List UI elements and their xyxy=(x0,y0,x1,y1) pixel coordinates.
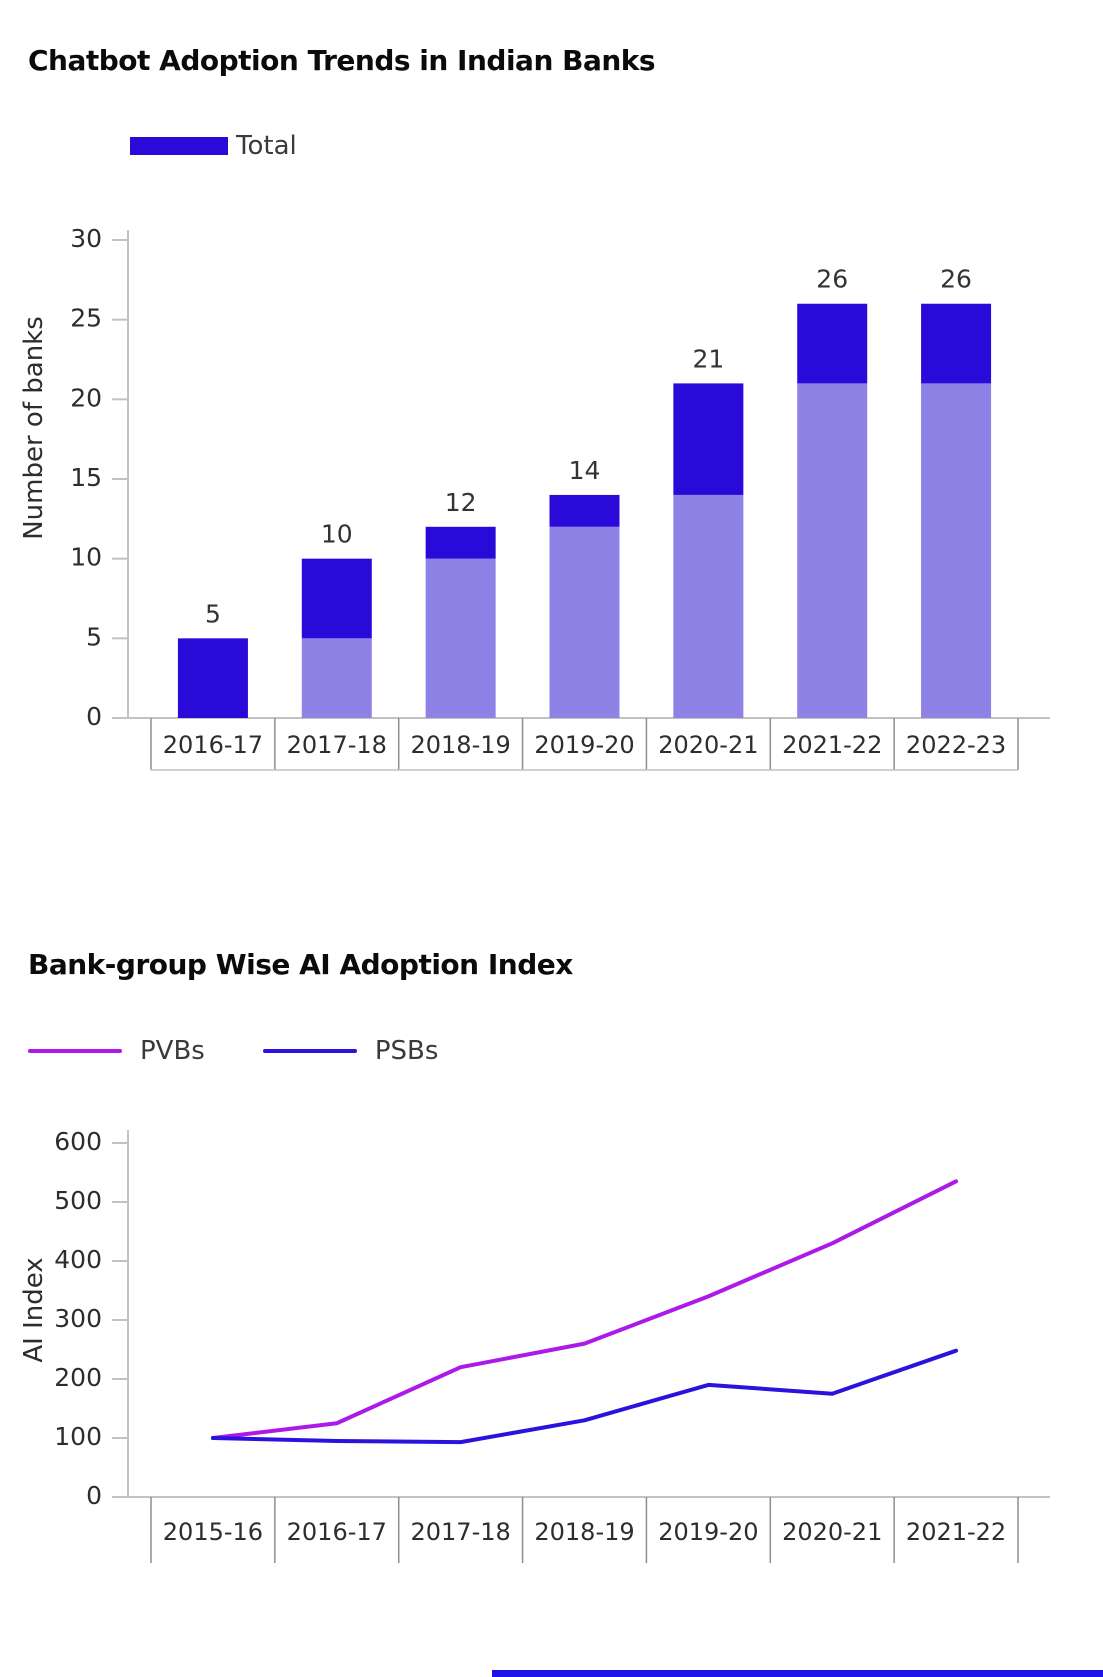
total-legend-label: Total xyxy=(236,131,297,161)
bar-value-label: 5 xyxy=(205,599,221,628)
bar-value-label: 12 xyxy=(445,488,477,517)
bar-segment-total xyxy=(425,526,496,559)
x-tick-label: 2021-22 xyxy=(782,731,882,759)
bar-segment-base xyxy=(921,383,992,718)
y-tick-label: 300 xyxy=(54,1304,102,1333)
y-tick-label: 600 xyxy=(54,1127,102,1156)
y-tick-label: 400 xyxy=(54,1245,102,1274)
bar-segment-total xyxy=(921,303,992,384)
bar-segment-total xyxy=(549,494,620,527)
bar-segment-total xyxy=(177,638,248,718)
bar-segment-total xyxy=(797,303,868,384)
bar-value-label: 10 xyxy=(321,520,353,549)
y-tick-label: 0 xyxy=(86,1481,102,1510)
pvbs-legend-swatch xyxy=(28,1049,122,1053)
psbs-legend-swatch xyxy=(262,1049,357,1053)
bar-value-label: 26 xyxy=(940,265,972,294)
x-tick-label: 2017-18 xyxy=(411,1518,511,1546)
bar-value-label: 21 xyxy=(692,344,724,373)
x-tick-label: 2019-20 xyxy=(658,1518,758,1546)
psbs-line xyxy=(210,1348,959,1445)
y-tick-label: 30 xyxy=(70,224,102,253)
ai-adoption-line-chart: 0 100 200 300 400 500 600 AI Index 2015-16 2016-1… xyxy=(19,1127,1050,1563)
bar-value-label: 14 xyxy=(569,456,601,485)
pvbs-legend-item: PVBs xyxy=(28,1036,205,1066)
bar-segment-total xyxy=(301,558,372,639)
x-tick-label: 2021-22 xyxy=(906,1518,1006,1546)
bar-segment-base xyxy=(425,558,496,718)
bar-segment-total xyxy=(673,383,744,495)
x-tick-label: 2020-21 xyxy=(782,1518,882,1546)
x-tick-label: 2018-19 xyxy=(534,1518,634,1546)
footer-accent-bar xyxy=(492,1670,1103,1677)
bar-segment-base xyxy=(549,526,620,718)
bar-segment-base xyxy=(673,494,744,718)
chart1-title: Chatbot Adoption Trends in Indian Banks xyxy=(28,44,656,77)
total-legend-swatch xyxy=(130,137,228,155)
y-axis-title: AI Index xyxy=(19,1257,49,1362)
y-tick-label: 100 xyxy=(54,1422,102,1451)
y-tick-label: 10 xyxy=(70,543,102,572)
x-tick-label: 2022-23 xyxy=(906,731,1006,759)
x-tick-label: 2019-20 xyxy=(534,731,634,759)
x-tick-label: 2016-17 xyxy=(163,731,263,759)
y-tick-label: 500 xyxy=(54,1186,102,1215)
chart2-title: Bank-group Wise AI Adoption Index xyxy=(28,948,573,981)
y-tick-label: 20 xyxy=(70,383,102,412)
y-axis-title: Number of banks xyxy=(19,316,49,540)
x-tick-label: 2017-18 xyxy=(287,731,387,759)
chart1-legend: Total xyxy=(130,131,297,161)
x-tick-label: 2020-21 xyxy=(658,731,758,759)
psbs-legend-label: PSBs xyxy=(374,1036,439,1066)
y-tick-label: 25 xyxy=(70,304,102,333)
y-tick-label: 200 xyxy=(54,1363,102,1392)
bar-segment-base xyxy=(301,638,372,718)
pvbs-legend-label: PVBs xyxy=(140,1036,205,1066)
x-tick-label: 2018-19 xyxy=(411,731,511,759)
x-tick-label: 2015-16 xyxy=(163,1518,263,1546)
y-tick-label: 0 xyxy=(86,702,102,731)
psbs-legend-item: PSBs xyxy=(262,1036,439,1066)
y-tick-label: 15 xyxy=(70,463,102,492)
bar-value-label: 26 xyxy=(816,265,848,294)
bar-segment-base xyxy=(797,383,868,718)
y-tick-label: 5 xyxy=(86,622,102,651)
x-tick-label: 2016-17 xyxy=(287,1518,387,1546)
chart2-legend: PVBs PSBs xyxy=(28,1036,496,1066)
chatbot-adoption-bar-chart: 0 5 10 15 20 25 30 Number of banks 2016-17 2017-1… xyxy=(19,224,1050,771)
pvbs-line xyxy=(210,1179,959,1440)
